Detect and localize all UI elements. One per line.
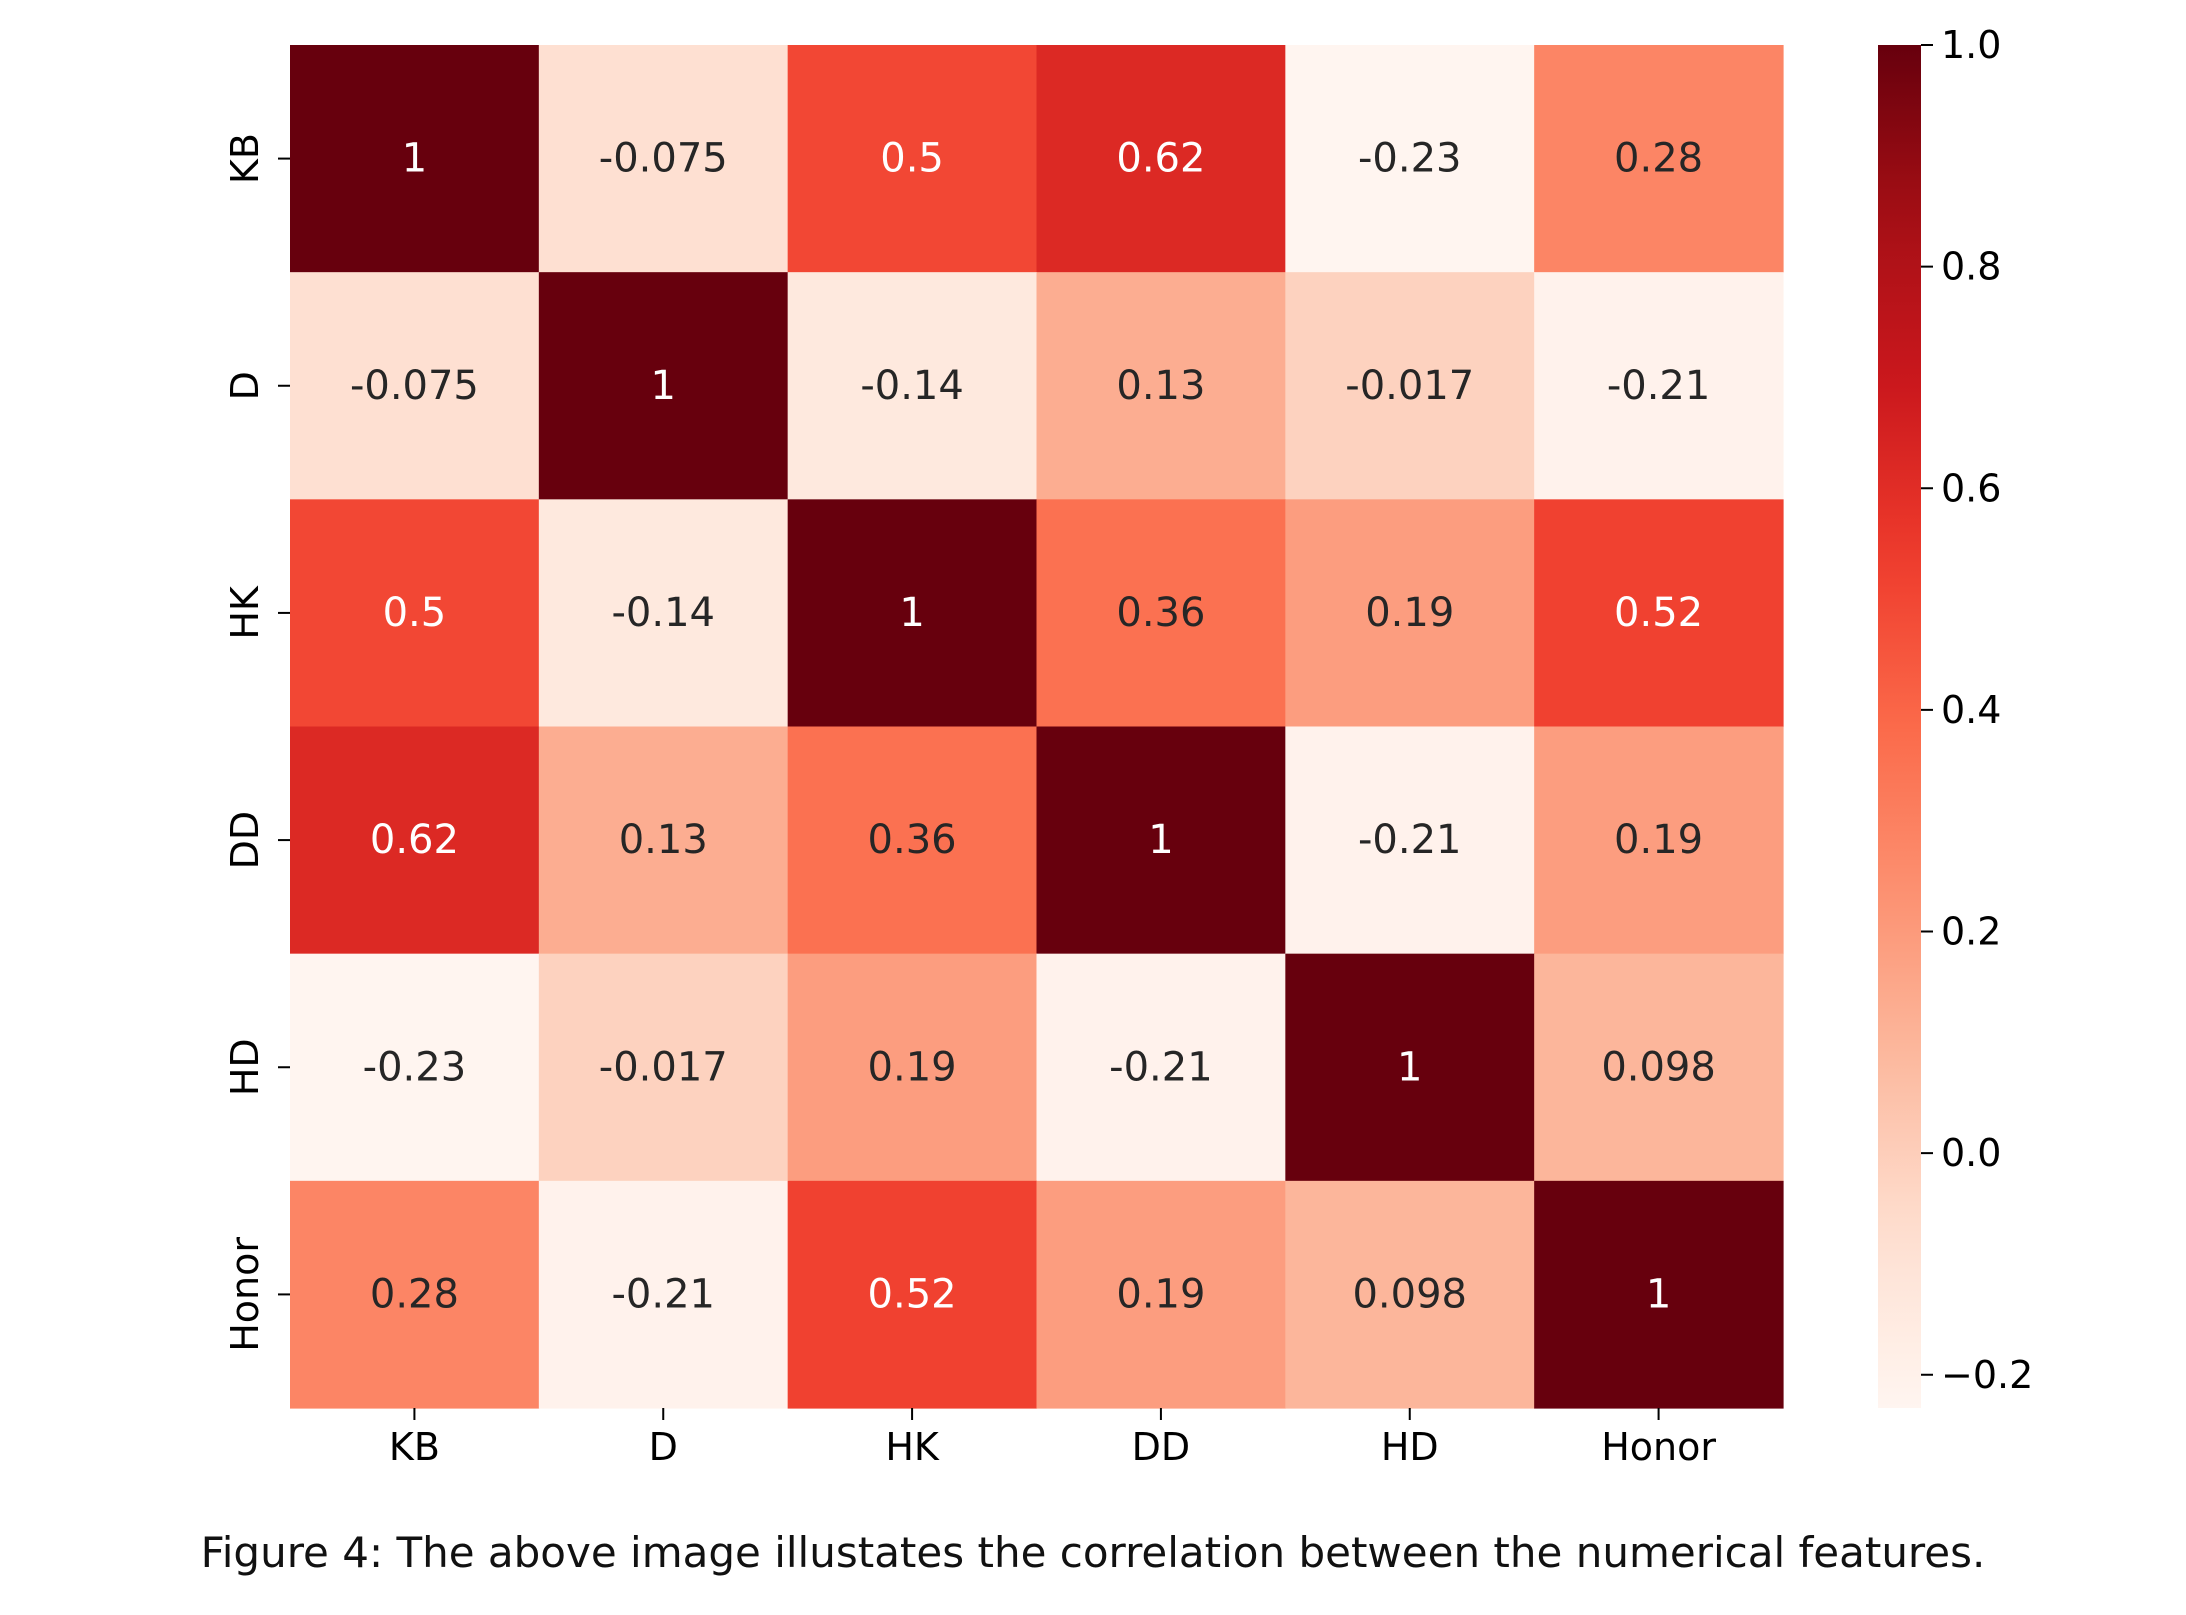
heatmap-cell bbox=[538, 1180, 789, 1409]
heatmap-cell bbox=[538, 726, 789, 955]
heatmap-cell bbox=[538, 499, 789, 728]
heatmap-cell bbox=[1534, 953, 1784, 1182]
cell-annotation: 0.62 bbox=[1116, 136, 1205, 182]
heatmap-cell bbox=[290, 953, 540, 1182]
cell-annotation: 0.36 bbox=[1116, 590, 1205, 636]
y-tick-label: D bbox=[223, 371, 267, 400]
x-tick-label: HK bbox=[885, 1425, 940, 1469]
heatmap-cells bbox=[290, 45, 1784, 1409]
cell-annotation: 0.19 bbox=[868, 1044, 957, 1090]
heatmap-cell bbox=[1285, 45, 1535, 273]
cell-annotation: -0.075 bbox=[599, 136, 728, 182]
cell-annotation: -0.23 bbox=[363, 1044, 467, 1090]
y-tick-label: DD bbox=[223, 811, 267, 870]
cell-annotation: 1 bbox=[899, 590, 924, 636]
cell-annotation: 1 bbox=[1397, 1044, 1422, 1090]
colorbar-tick-label: 0.8 bbox=[1941, 245, 2001, 289]
heatmap-cell bbox=[1285, 499, 1535, 728]
y-axis: KB D HK DD HD Honor bbox=[223, 133, 290, 1352]
heatmap-cell bbox=[787, 45, 1038, 273]
heatmap-cell bbox=[1036, 953, 1286, 1182]
cell-annotation: -0.21 bbox=[1109, 1044, 1213, 1090]
colorbar-tick-label: 0.6 bbox=[1941, 466, 2001, 510]
cell-annotation: -0.21 bbox=[612, 1271, 716, 1317]
heatmap-cell bbox=[787, 726, 1038, 955]
heatmap-cell bbox=[787, 272, 1038, 500]
x-tick-label: DD bbox=[1132, 1425, 1191, 1469]
heatmap-cell bbox=[538, 953, 789, 1182]
figure-caption: Figure 4: The above image illustates the… bbox=[200, 1528, 1986, 1577]
cell-annotation: 0.19 bbox=[1365, 590, 1454, 636]
colorbar-tick-label: 1.0 bbox=[1941, 23, 2001, 67]
cell-annotation: -0.017 bbox=[599, 1044, 728, 1090]
heatmap-cell bbox=[787, 499, 1038, 728]
heatmap-cell bbox=[787, 953, 1038, 1182]
cell-annotation: 0.36 bbox=[868, 817, 957, 863]
cell-annotation: 1 bbox=[651, 363, 676, 409]
colorbar-tick-label: 0.2 bbox=[1941, 910, 2001, 954]
heatmap-cell bbox=[1036, 1180, 1286, 1409]
cell-annotation: -0.21 bbox=[1607, 363, 1711, 409]
heatmap-cell bbox=[538, 45, 789, 273]
cell-annotation: 0.28 bbox=[370, 1271, 459, 1317]
cell-annotation: 0.5 bbox=[880, 136, 944, 182]
cell-annotation: 0.62 bbox=[370, 817, 459, 863]
heatmap-cell bbox=[1285, 272, 1535, 500]
cell-annotation: -0.21 bbox=[1358, 817, 1462, 863]
cell-annotation: -0.017 bbox=[1345, 363, 1474, 409]
heatmap-cell bbox=[1285, 1180, 1535, 1409]
heatmap-cell bbox=[1036, 499, 1286, 728]
colorbar-tick-label: 0.0 bbox=[1941, 1131, 2001, 1175]
cell-annotation: 0.13 bbox=[619, 817, 708, 863]
cell-annotation: -0.075 bbox=[350, 363, 479, 409]
heatmap-cell bbox=[1036, 726, 1286, 955]
heatmap-cell bbox=[1534, 726, 1784, 955]
cell-annotation: 0.52 bbox=[1614, 590, 1703, 636]
y-tick-label: Honor bbox=[223, 1237, 267, 1352]
x-tick-label: Honor bbox=[1601, 1425, 1716, 1469]
heatmap-cell bbox=[538, 272, 789, 500]
x-tick-label: D bbox=[649, 1425, 678, 1469]
heatmap-cell bbox=[1534, 45, 1784, 273]
cell-annotation: 0.098 bbox=[1352, 1271, 1467, 1317]
cell-annotation: 1 bbox=[402, 136, 427, 182]
cell-annotation: 0.13 bbox=[1116, 363, 1205, 409]
heatmap-cell bbox=[1285, 726, 1535, 955]
heatmap-cell bbox=[1036, 45, 1286, 273]
cell-annotation: 1 bbox=[1148, 817, 1173, 863]
cell-annotation: -0.23 bbox=[1358, 136, 1462, 182]
cell-annotation: 0.19 bbox=[1116, 1271, 1205, 1317]
x-axis: KB D HK DD HD Honor bbox=[389, 1408, 1716, 1469]
cell-annotation: 0.52 bbox=[868, 1271, 957, 1317]
heatmap-cell bbox=[1285, 953, 1535, 1182]
cell-annotation: -0.14 bbox=[612, 590, 716, 636]
heatmap-cell bbox=[1534, 499, 1784, 728]
heatmap-cell bbox=[290, 499, 540, 728]
x-tick-label: HD bbox=[1381, 1425, 1439, 1469]
cell-annotation: 0.19 bbox=[1614, 817, 1703, 863]
heatmap-cell bbox=[290, 45, 540, 273]
y-tick-label: HK bbox=[223, 585, 267, 640]
heatmap-annotations: 1 -0.075 0.5 0.62 -0.23 0.28 -0.075 1 -0.14 0.13 -… bbox=[350, 136, 1716, 1318]
heatmap-cell bbox=[290, 1180, 540, 1409]
heatmap-cell bbox=[1534, 1180, 1784, 1409]
heatmap-cell bbox=[290, 726, 540, 955]
heatmap-cell bbox=[1534, 272, 1784, 500]
colorbar-tick-label: 0.4 bbox=[1941, 688, 2001, 732]
x-tick-label: KB bbox=[389, 1425, 440, 1469]
colorbar: −0.2 0.0 0.2 0.4 0.6 0.8 1.0 bbox=[1878, 23, 2033, 1408]
cell-annotation: 1 bbox=[1646, 1271, 1671, 1317]
cell-annotation: 0.5 bbox=[383, 590, 447, 636]
colorbar-tick-label: −0.2 bbox=[1941, 1353, 2033, 1397]
y-tick-label: KB bbox=[223, 133, 267, 184]
heatmap-cell bbox=[1036, 272, 1286, 500]
cell-annotation: -0.14 bbox=[860, 363, 964, 409]
colorbar-gradient bbox=[1878, 45, 1921, 1408]
y-tick-label: HD bbox=[223, 1038, 267, 1096]
heatmap-cell bbox=[290, 272, 540, 500]
cell-annotation: 0.098 bbox=[1601, 1044, 1716, 1090]
cell-annotation: 0.28 bbox=[1614, 136, 1703, 182]
heatmap-cell bbox=[787, 1180, 1038, 1409]
